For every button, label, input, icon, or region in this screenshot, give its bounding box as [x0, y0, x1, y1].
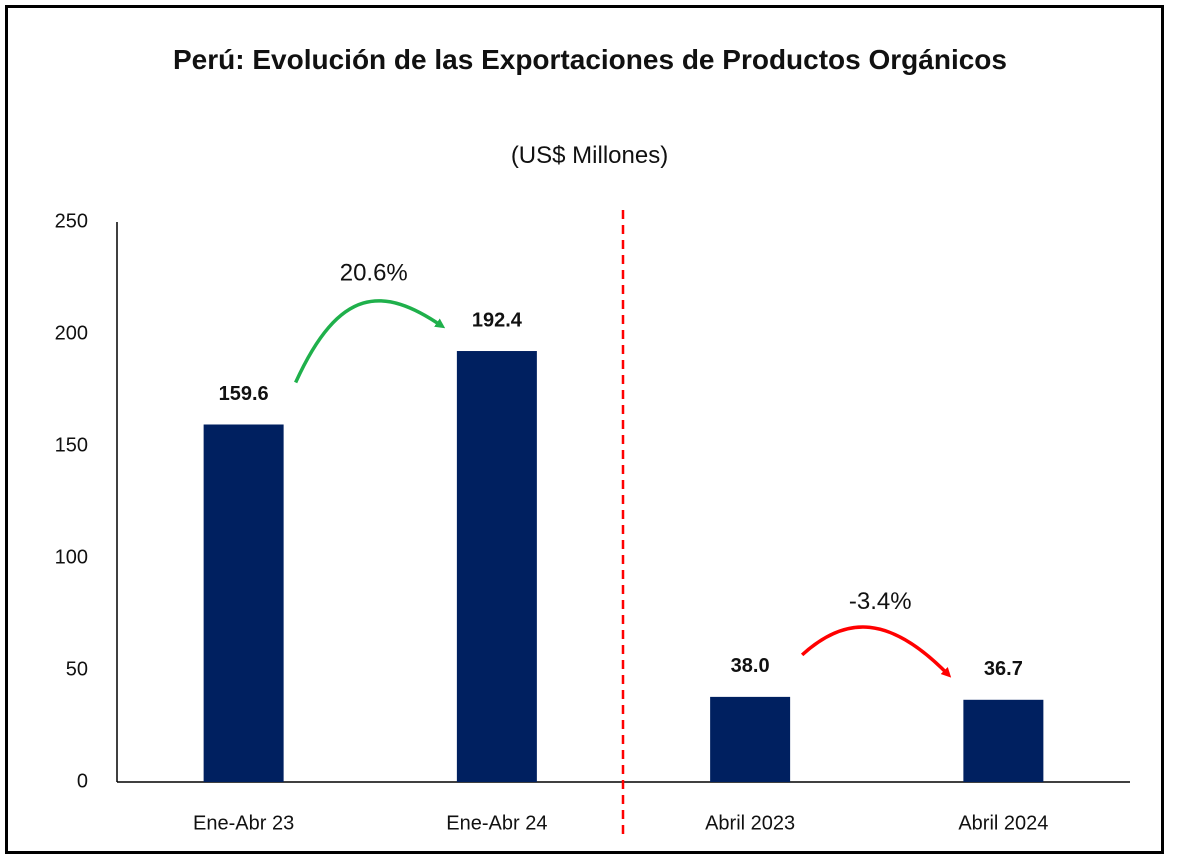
- chart-title: Perú: Evolución de las Exportaciones de …: [173, 44, 1007, 75]
- data-label: 192.4: [472, 309, 523, 331]
- change-arrow: [294, 299, 446, 384]
- bar: [963, 699, 1044, 782]
- data-label: 159.6: [219, 383, 269, 405]
- bar: [710, 696, 791, 782]
- change-label: 20.6%: [340, 259, 408, 286]
- change-arrow: [800, 625, 952, 678]
- y-tick-label: 0: [77, 770, 88, 792]
- data-label: 38.0: [731, 655, 770, 677]
- x-tick-label: Ene-Abr 24: [446, 812, 547, 834]
- y-tick-label: 150: [55, 434, 88, 456]
- x-tick-label: Ene-Abr 23: [193, 812, 294, 834]
- y-tick-label: 50: [66, 658, 88, 680]
- y-tick-label: 100: [55, 546, 88, 568]
- bar: [203, 424, 284, 782]
- change-label: -3.4%: [849, 588, 912, 615]
- bar: [456, 351, 537, 782]
- y-tick-label: 200: [55, 322, 88, 344]
- frame: [5, 5, 1164, 854]
- x-tick-label: Abril 2023: [705, 812, 795, 834]
- chart-subtitle: (US$ Millones): [510, 142, 669, 169]
- y-tick-label: 250: [55, 210, 88, 232]
- x-tick-label: Abril 2024: [958, 812, 1048, 834]
- data-label: 36.7: [984, 658, 1023, 680]
